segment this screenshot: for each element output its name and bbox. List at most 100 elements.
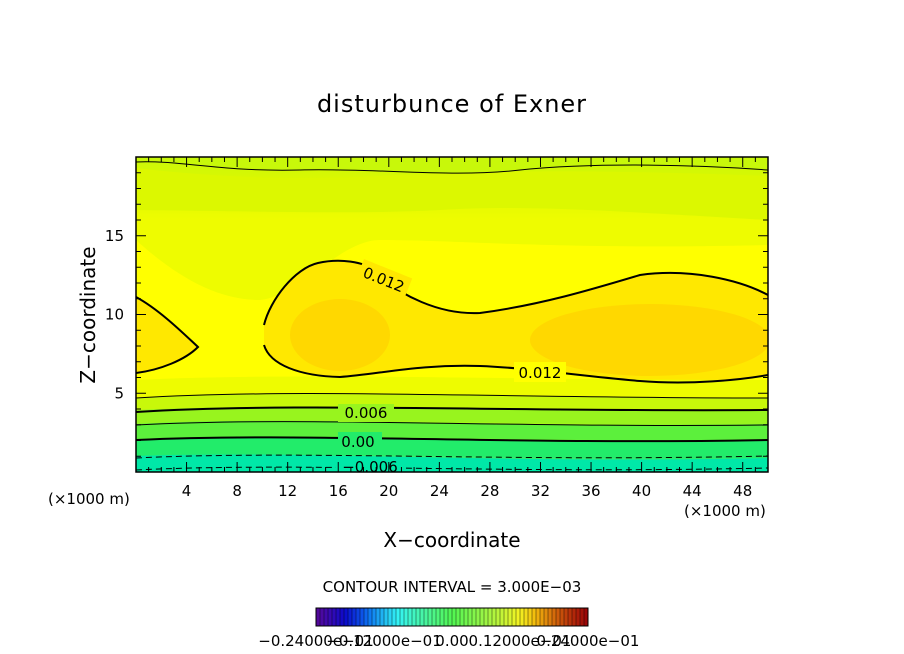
colorbar-cell	[324, 608, 329, 626]
contour-lines	[136, 161, 768, 471]
colorbar-cell	[552, 608, 557, 626]
contour-009	[136, 393, 768, 399]
contour-neg006	[136, 466, 768, 471]
y-tick-label: 15	[105, 227, 124, 245]
contour-006	[136, 406, 768, 413]
green-band-2	[136, 406, 768, 425]
contour-neg003	[136, 454, 768, 459]
green-band-3	[136, 420, 768, 441]
x-unit-right: (×1000 m)	[684, 502, 766, 520]
y-axis-ticks	[136, 156, 768, 473]
x-tick-label: 48	[733, 482, 752, 500]
contour-interval-text: CONTOUR INTERVAL = 3.000E−03	[323, 578, 582, 596]
contour-012-right-lower	[263, 344, 768, 384]
x-tick-label: 36	[581, 482, 600, 500]
max-cell-left	[290, 299, 390, 371]
colorbar-cell	[448, 608, 453, 626]
contour-000	[136, 436, 768, 443]
x-tick-label: 28	[480, 482, 499, 500]
colorbar-cell	[516, 608, 521, 626]
contour-label-2: 0.006	[345, 404, 388, 422]
colorbar-cell	[468, 608, 473, 626]
colorbar-cell	[536, 608, 541, 626]
x-axis-label: X−coordinate	[383, 528, 520, 552]
colorbar-cell	[532, 608, 537, 626]
colorbar-cell	[568, 608, 573, 626]
y-axis-tick-labels: 5 10 15	[105, 227, 124, 403]
colorbar-frame	[315, 607, 589, 627]
x-tick-label: 40	[632, 482, 651, 500]
colorbar-cell	[580, 608, 585, 626]
colorbar-cell	[564, 608, 569, 626]
colorbar-cell	[460, 608, 465, 626]
colorbar-cell	[428, 608, 433, 626]
colorbar-cell	[396, 608, 401, 626]
colorbar-cell	[368, 608, 373, 626]
green-band-5	[136, 454, 768, 472]
colorbar-cell	[560, 608, 565, 626]
x-tick-label: 8	[232, 482, 242, 500]
x-tick-label: 24	[430, 482, 449, 500]
y-axis-label: Z−coordinate	[76, 246, 100, 383]
max-cell-right	[530, 304, 768, 376]
colorbar-cell	[436, 608, 441, 626]
colorbar-cell	[500, 608, 505, 626]
contour-label-3: 0.00	[341, 433, 374, 451]
colorbar-cell	[360, 608, 365, 626]
x-tick-label: 20	[379, 482, 398, 500]
colorbar-cell	[584, 608, 589, 626]
contour-label-bg	[338, 432, 382, 450]
x-axis-tick-labels: 4 8 12 16 20 24 28 32 36 40 44 48	[182, 482, 752, 500]
colorbar-cell	[488, 608, 493, 626]
colorbar-label: 0.00	[435, 632, 468, 650]
colorbar-cell	[424, 608, 429, 626]
upper-band	[136, 168, 768, 220]
colorbar-cell	[456, 608, 461, 626]
colorbar-cell	[332, 608, 337, 626]
colorbar-cell	[556, 608, 561, 626]
x-tick-label: 32	[531, 482, 550, 500]
colorbar-cell	[404, 608, 409, 626]
colorbar-cell	[540, 608, 545, 626]
colorbar-cell	[380, 608, 385, 626]
colorbar-cell	[572, 608, 577, 626]
contour-label-bg	[355, 259, 413, 299]
colorbar-cell	[444, 608, 449, 626]
colorbar-cell	[416, 608, 421, 626]
colorbar-cell	[528, 608, 533, 626]
green-band-4	[136, 437, 768, 459]
contour-012-left	[136, 296, 200, 374]
colorbar-cell	[400, 608, 405, 626]
colorbar-cell	[432, 608, 437, 626]
colorbar-cell	[484, 608, 489, 626]
contour-top	[136, 161, 768, 174]
colorbar-cell	[364, 608, 369, 626]
colorbar-cell	[348, 608, 353, 626]
plot-area	[136, 157, 768, 472]
colorbar-label: 0.24000e−01	[537, 632, 640, 650]
colorbar-cell	[524, 608, 529, 626]
colorbar-cell	[320, 608, 325, 626]
colorbar-cell	[412, 608, 417, 626]
colorbar-cell	[352, 608, 357, 626]
colorbar-cell	[372, 608, 377, 626]
colorbar-cell	[316, 608, 321, 626]
colorbar-cell	[328, 608, 333, 626]
colorbar-cell	[576, 608, 581, 626]
colorbar-cell	[476, 608, 481, 626]
contour-012-right	[263, 259, 768, 326]
colorbar-cell	[496, 608, 501, 626]
x-tick-label: 4	[182, 482, 192, 500]
y-tick-label: 10	[105, 306, 124, 324]
contour-012-left-fill	[136, 297, 198, 373]
colorbar-cell	[384, 608, 389, 626]
colorbar-cell	[480, 608, 485, 626]
y-tick-label: 5	[114, 384, 124, 402]
contour-label-1: 0.012	[519, 364, 562, 382]
colorbar-cell	[376, 608, 381, 626]
top-band	[136, 157, 768, 174]
colorbar-cell	[520, 608, 525, 626]
x-tick-label: 12	[278, 482, 297, 500]
colorbar-cell	[340, 608, 345, 626]
